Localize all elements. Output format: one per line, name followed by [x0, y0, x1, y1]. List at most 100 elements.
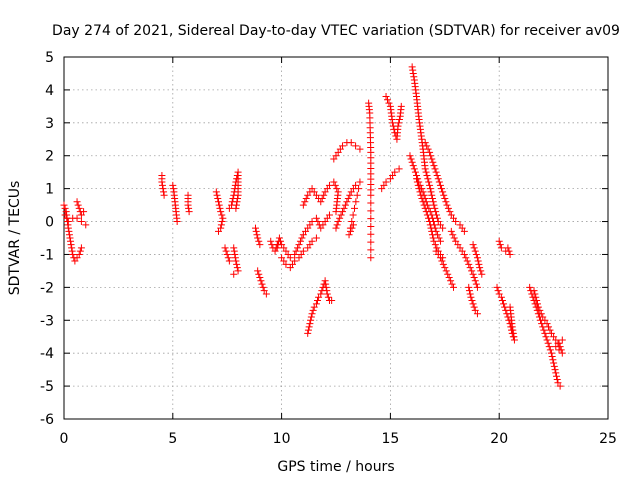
- y-axis-label: SDTVAR / TECUs: [7, 181, 23, 296]
- data-point: [258, 280, 266, 288]
- data-point: [330, 178, 338, 186]
- data-point: [446, 208, 454, 216]
- data-point: [406, 152, 414, 160]
- data-point: [541, 329, 549, 337]
- data-point: [298, 234, 306, 242]
- data-point: [324, 293, 332, 301]
- data-point: [410, 165, 418, 173]
- data-point: [409, 162, 417, 170]
- data-point: [251, 224, 259, 232]
- data-point: [262, 290, 270, 298]
- data-point: [332, 224, 340, 232]
- axis-ticks: [63, 56, 609, 420]
- data-point: [273, 244, 281, 252]
- data-point: [428, 227, 436, 235]
- data-point: [230, 270, 238, 278]
- data-point: [353, 191, 361, 199]
- data-point: [259, 283, 267, 291]
- data-point: [367, 207, 375, 215]
- data-point: [367, 222, 375, 230]
- data-point: [545, 343, 553, 351]
- data-point: [460, 250, 468, 258]
- data-point: [395, 119, 403, 127]
- data-point: [308, 237, 316, 245]
- data-point: [346, 191, 354, 199]
- data-point: [474, 257, 482, 265]
- data-point: [323, 290, 331, 298]
- data-point: [537, 310, 545, 318]
- data-point: [160, 188, 168, 196]
- data-point: [428, 155, 436, 163]
- data-point: [234, 267, 242, 275]
- data-point: [530, 287, 538, 295]
- data-point: [506, 250, 514, 258]
- data-point: [77, 218, 85, 226]
- data-point: [349, 211, 357, 219]
- data-point: [253, 231, 261, 239]
- data-point: [356, 178, 364, 186]
- data-point: [214, 198, 222, 206]
- data-point: [314, 297, 322, 305]
- data-point: [349, 221, 357, 229]
- data-point: [80, 208, 88, 216]
- data-point: [218, 211, 226, 219]
- data-point: [383, 96, 391, 104]
- data-points: [60, 63, 566, 390]
- data-point: [169, 181, 177, 189]
- x-tick-label: 25: [599, 431, 617, 447]
- data-point: [416, 188, 424, 196]
- data-point: [254, 234, 262, 242]
- data-point: [61, 211, 69, 219]
- data-point: [439, 224, 447, 232]
- data-point: [312, 234, 320, 242]
- data-point: [428, 231, 436, 239]
- data-point: [510, 333, 518, 341]
- data-point: [336, 214, 344, 222]
- data-point: [427, 224, 435, 232]
- data-point: [435, 178, 443, 186]
- data-point: [439, 188, 447, 196]
- data-point: [543, 336, 551, 344]
- data-point: [160, 191, 168, 199]
- data-point: [450, 283, 458, 291]
- data-point: [543, 320, 551, 328]
- data-point: [232, 257, 240, 265]
- data-point: [426, 218, 434, 226]
- data-point: [421, 165, 429, 173]
- data-point: [553, 372, 561, 380]
- data-point: [230, 247, 238, 255]
- data-point: [391, 168, 399, 176]
- data-point: [497, 244, 505, 252]
- data-point: [431, 204, 439, 212]
- data-point: [430, 162, 438, 170]
- data-point: [494, 287, 502, 295]
- data-point: [408, 63, 416, 71]
- data-point: [77, 244, 85, 252]
- data-point: [443, 201, 451, 209]
- data-point: [438, 257, 446, 265]
- data-point: [414, 181, 422, 189]
- data-point: [426, 148, 434, 156]
- data-point: [317, 290, 325, 298]
- data-point: [75, 204, 83, 212]
- data-point: [367, 246, 375, 254]
- data-point: [159, 185, 167, 193]
- data-point: [233, 264, 241, 272]
- data-point: [558, 349, 566, 357]
- data-point: [418, 195, 426, 203]
- data-point: [348, 218, 356, 226]
- data-point: [347, 227, 355, 235]
- data-point: [340, 204, 348, 212]
- data-point: [333, 185, 341, 193]
- data-point: [426, 185, 434, 193]
- data-point: [385, 99, 393, 107]
- data-point: [409, 66, 417, 74]
- y-tick-label: -1: [40, 247, 54, 263]
- data-point: [214, 227, 222, 235]
- data-point: [60, 201, 68, 209]
- data-point: [438, 185, 446, 193]
- data-point: [468, 297, 476, 305]
- data-point: [323, 287, 331, 295]
- data-point: [422, 208, 430, 216]
- y-tick-label: 1: [45, 182, 54, 198]
